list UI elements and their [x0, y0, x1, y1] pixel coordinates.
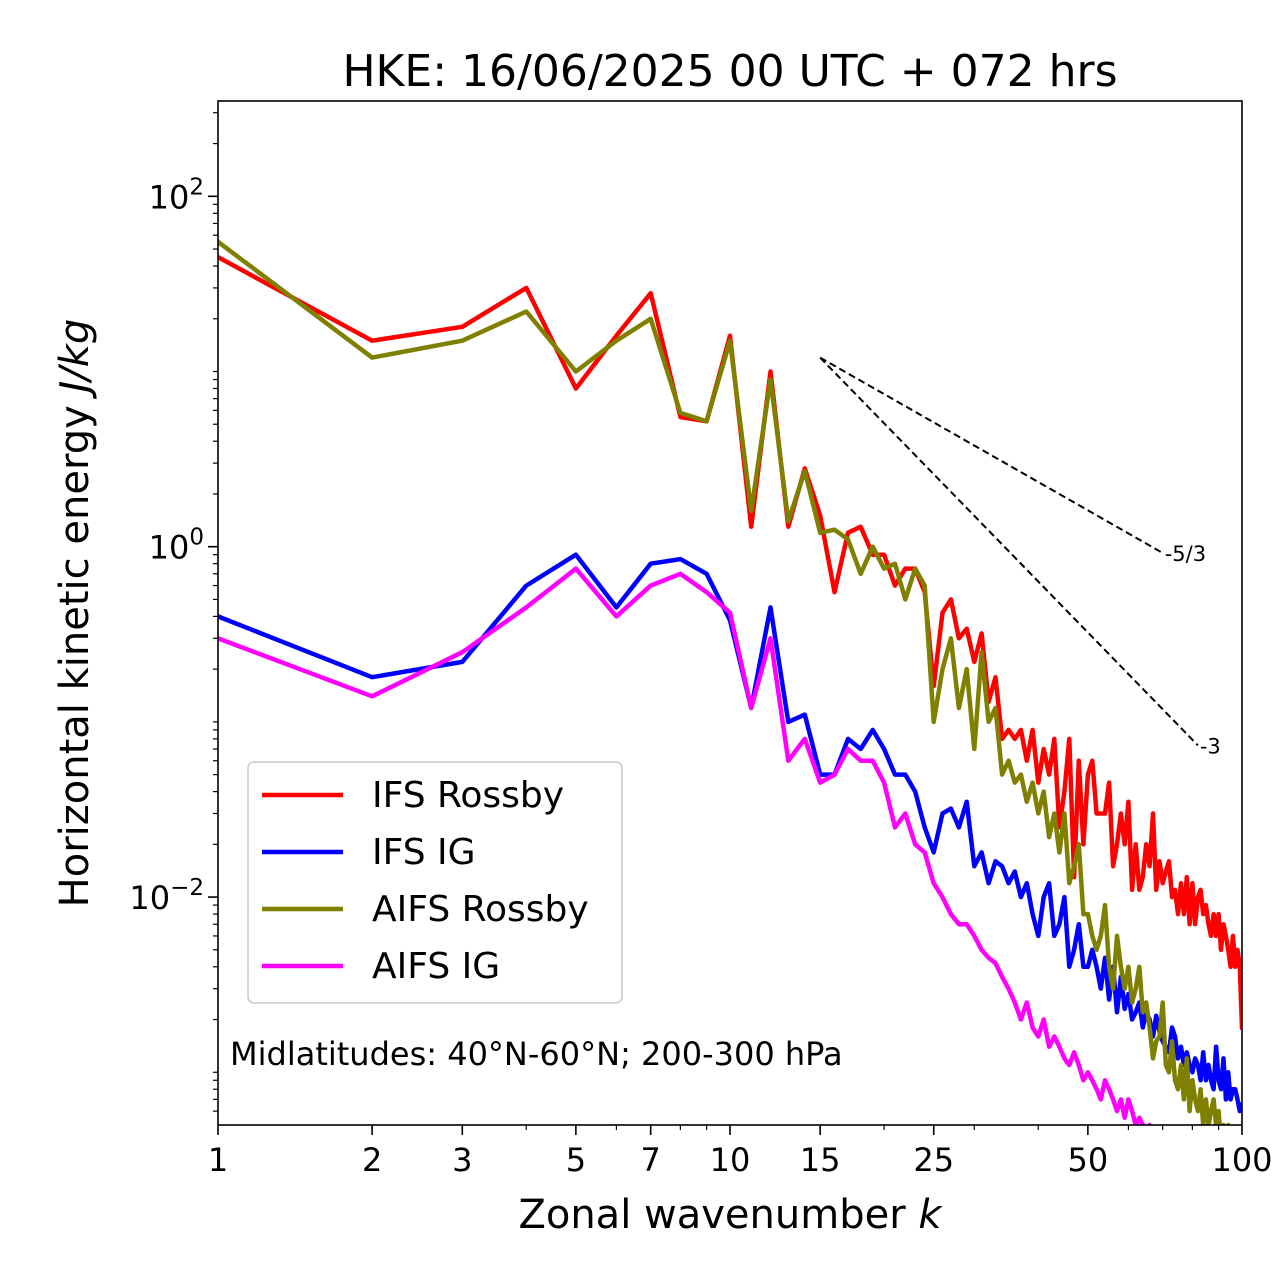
x-tick-label: 5 — [566, 1141, 586, 1179]
reference-slopes: -5/3 -3 — [819, 356, 1221, 758]
x-tick-label: 1 — [208, 1141, 228, 1179]
legend-label: AIFS IG — [372, 946, 500, 987]
series-line-2 — [218, 238, 1231, 1125]
legend-box — [247, 761, 623, 1004]
legend-label: IFS Rossby — [372, 775, 564, 816]
series-line-1 — [218, 552, 1242, 1114]
chart-title: HKE: 16/06/2025 00 UTC + 072 hrs — [342, 46, 1117, 97]
reference-slope-label-1: -3 — [1200, 734, 1221, 758]
x-tick-label: 10 — [710, 1141, 751, 1179]
x-axis-ticks: 1 2 3 5 7 10 15 25 50 100 — [208, 1125, 1273, 1179]
x-axis-label: Zonal wavenumber k — [518, 1192, 943, 1238]
series-line-0 — [218, 254, 1242, 1030]
x-tick-label: 3 — [452, 1141, 472, 1179]
y-tick-label: 10−2 — [129, 875, 204, 917]
x-tick-label: 15 — [800, 1141, 841, 1179]
x-tick-label: 25 — [913, 1141, 954, 1179]
series-line-3 — [218, 566, 1152, 1125]
legend-label: AIFS Rossby — [372, 889, 589, 930]
series-layer — [218, 238, 1242, 1125]
x-tick-label: 2 — [362, 1141, 382, 1179]
x-tick-label: 100 — [1211, 1141, 1272, 1179]
y-axis-ticks: 10−2 100 102 — [129, 112, 218, 1112]
x-tick-label: 50 — [1068, 1141, 1109, 1179]
y-axis-label: Horizontal kinetic energy J/kg — [52, 319, 98, 908]
legend-label: IFS IG — [372, 832, 476, 873]
y-tick-label: 102 — [149, 174, 204, 216]
y-tick-label: 100 — [149, 525, 204, 567]
region-annotation: Midlatitudes: 40°N-60°N; 200-300 hPa — [230, 1035, 843, 1073]
reference-slope-line-1 — [819, 356, 1199, 747]
x-tick-label: 7 — [641, 1141, 661, 1179]
legend: IFS Rossby IFS IG AIFS Rossby AIFS IG — [247, 761, 623, 1004]
reference-slope-label-0: -5/3 — [1165, 542, 1206, 566]
